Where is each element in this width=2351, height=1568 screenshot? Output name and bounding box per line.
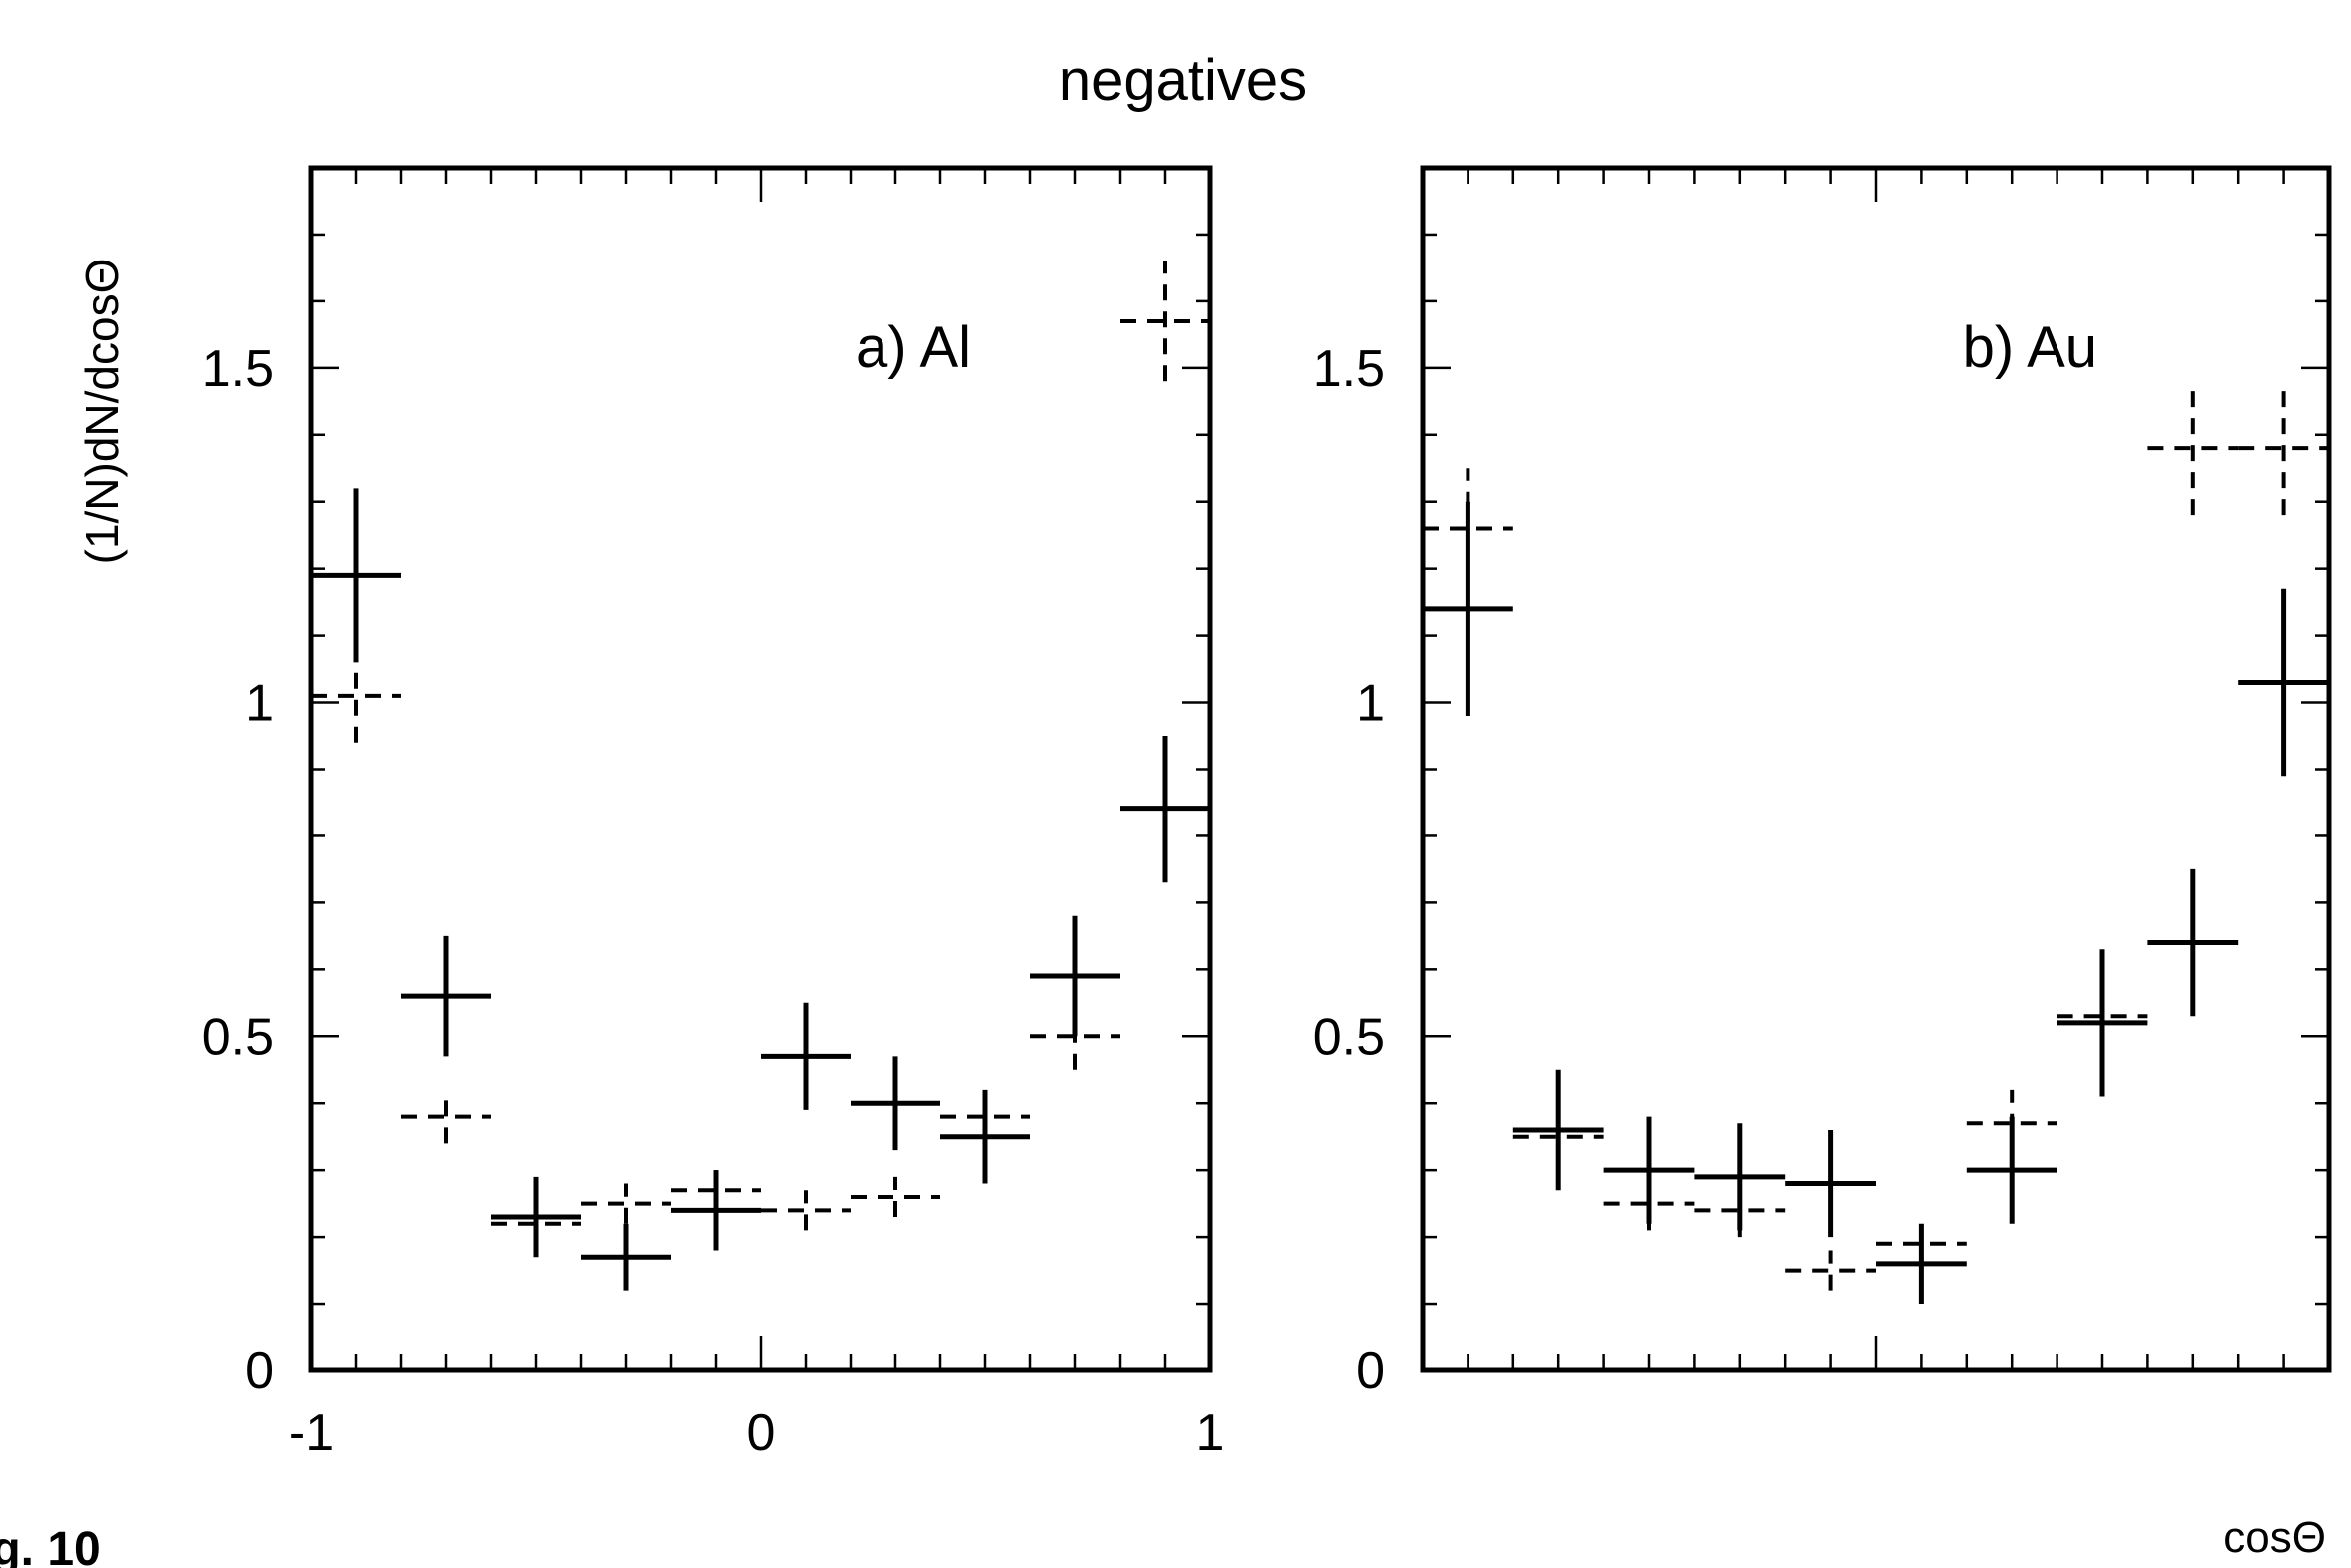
x-tick-label: 0 [747, 1404, 776, 1462]
data-point [851, 1176, 940, 1218]
data-point [1966, 1116, 2057, 1224]
data-point [311, 488, 401, 663]
data-point [1512, 1109, 1604, 1164]
data-point [581, 1183, 671, 1224]
series-dashed [1423, 381, 2329, 1291]
y-tick-label: 0 [1356, 1342, 1385, 1400]
data-point [1423, 501, 1513, 716]
data-point [2238, 381, 2329, 516]
data-point [1694, 1183, 1786, 1238]
data-point [2057, 976, 2148, 1057]
data-point [1120, 261, 1210, 382]
x-tick-label: 1 [1196, 1404, 1225, 1462]
data-point [1120, 736, 1210, 883]
data-point [1030, 1002, 1120, 1070]
y-tick-label: 0.5 [1313, 1008, 1385, 1066]
data-point [1603, 1116, 1695, 1224]
data-point [491, 1176, 581, 1258]
y-tick-label: 1.5 [202, 340, 274, 398]
panel-al: 0 0.5 1 1.5 -1 0 1 a) Al [202, 165, 1225, 1462]
data-point [1694, 1123, 1786, 1231]
data-point [2147, 381, 2239, 516]
data-point [1876, 1217, 1967, 1271]
data-point [1966, 1089, 2057, 1157]
data-point [581, 1223, 671, 1291]
data-point [401, 1089, 491, 1144]
y-tick-label: 0 [245, 1342, 274, 1400]
x-tick-label: -1 [289, 1404, 334, 1462]
data-point [940, 1089, 1030, 1144]
y-tick-label: 0.5 [202, 1008, 274, 1066]
y-axis-label: (1/N)dN/dcosΘ [76, 259, 128, 565]
data-point [1785, 1250, 1876, 1291]
data-point [761, 1002, 851, 1110]
data-point [311, 649, 401, 743]
data-point [1030, 915, 1120, 1037]
figure-caption: ig. 10 [0, 1523, 101, 1568]
y-tick-label: 1 [245, 675, 274, 733]
panel-au: 0 0.5 1 1.5 b) Au [1313, 165, 2332, 1400]
data-point [491, 1203, 581, 1244]
data-point [1423, 468, 1513, 589]
series-dashed [311, 261, 1210, 1244]
x-axis-label: cosΘ [2223, 1513, 2326, 1562]
panel-label: b) Au [1963, 315, 2097, 380]
series-solid [1423, 501, 2329, 1305]
data-point [2147, 868, 2239, 1017]
y-tick-label: 1 [1356, 675, 1385, 733]
data-point [401, 935, 491, 1057]
series-solid [311, 488, 1210, 1291]
data-point [761, 1190, 851, 1231]
panel-label: a) Al [856, 315, 971, 380]
data-point [1785, 1130, 1876, 1238]
data-point [671, 1170, 761, 1211]
data-point [1603, 1176, 1695, 1231]
data-point [2238, 588, 2329, 777]
data-point [851, 1056, 940, 1151]
figure-title: negatives [1059, 48, 1307, 113]
y-tick-label: 1.5 [1313, 340, 1385, 398]
